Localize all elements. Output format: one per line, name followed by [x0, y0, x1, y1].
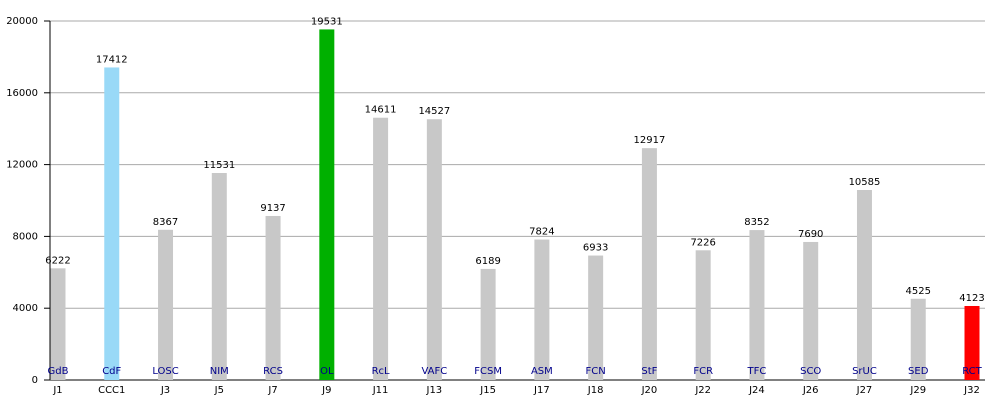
bar	[50, 268, 66, 380]
bar	[695, 250, 711, 380]
x-tick-label: J18	[587, 385, 604, 396]
value-label: 4525	[906, 286, 931, 297]
bar-label: CdF	[102, 366, 121, 377]
value-label: 17412	[96, 54, 128, 65]
bar-label: FCN	[586, 366, 606, 377]
bar-label: ASM	[531, 366, 553, 377]
x-tick-label: J7	[267, 385, 277, 396]
x-tick-label: J13	[426, 385, 443, 396]
bar-label: StF	[641, 366, 657, 377]
value-label: 8367	[153, 217, 178, 228]
bar	[534, 239, 550, 380]
bar	[803, 241, 819, 380]
bar-label: SrUC	[852, 366, 877, 377]
bar-label: NIM	[210, 366, 229, 377]
bar-label: SCO	[800, 366, 821, 377]
value-label: 12917	[634, 135, 666, 146]
x-tick-label: J17	[533, 385, 550, 396]
bar-label: OL	[320, 366, 334, 377]
value-label: 8352	[744, 217, 769, 228]
bar	[158, 229, 174, 380]
y-tick-label: 20000	[6, 16, 38, 27]
bar	[964, 305, 980, 380]
value-label: 7226	[690, 237, 715, 248]
value-label: 14611	[365, 105, 397, 116]
x-tick-label: J29	[909, 385, 926, 396]
bar-label: VAFC	[421, 366, 447, 377]
bar-label: SED	[908, 366, 929, 377]
y-tick-label: 8000	[13, 231, 38, 242]
bar-label: RcL	[372, 366, 390, 377]
value-label: 10585	[849, 177, 881, 188]
bar	[265, 215, 281, 380]
value-label: 11531	[203, 160, 235, 171]
y-tick-label: 16000	[6, 88, 38, 99]
bar	[104, 67, 120, 381]
value-label: 19531	[311, 16, 343, 27]
y-tick-label: 4000	[13, 303, 38, 314]
bar-label: TFC	[747, 366, 767, 377]
bar	[588, 255, 604, 380]
value-label: 6933	[583, 243, 608, 254]
bar	[641, 148, 657, 380]
bar	[480, 268, 496, 380]
x-tick-label: J5	[214, 385, 224, 396]
x-tick-label: J24	[748, 385, 765, 396]
value-label: 14527	[418, 106, 450, 117]
x-tick-label: J1	[52, 385, 62, 396]
value-label: 6189	[475, 256, 500, 267]
bar	[749, 230, 765, 380]
x-tick-label: J27	[856, 385, 873, 396]
bar-label: RCT	[962, 366, 982, 377]
y-tick-label: 12000	[6, 160, 38, 171]
x-tick-label: CCC1	[98, 385, 125, 396]
y-tick-label: 0	[32, 375, 38, 386]
x-tick-label: J20	[641, 385, 658, 396]
value-label: 6222	[45, 255, 70, 266]
bar-label: GdB	[48, 366, 69, 377]
bar	[319, 29, 335, 381]
x-tick-label: J26	[802, 385, 819, 396]
value-label: 4123	[959, 293, 984, 304]
x-tick-label: J11	[372, 385, 389, 396]
x-tick-label: J22	[694, 385, 711, 396]
bar-label: LOSC	[152, 366, 178, 377]
value-label: 7824	[529, 227, 554, 238]
x-tick-label: J9	[321, 385, 331, 396]
value-label: 9137	[260, 203, 285, 214]
x-tick-label: J3	[160, 385, 170, 396]
x-tick-label: J32	[963, 385, 980, 396]
bar-label: RCS	[263, 366, 283, 377]
bar-label: FCR	[693, 366, 713, 377]
bar	[373, 117, 389, 381]
bar	[856, 189, 872, 380]
value-label: 7690	[798, 229, 823, 240]
bar	[211, 173, 227, 380]
bar	[426, 119, 442, 380]
bar	[910, 298, 926, 380]
x-tick-label: J15	[479, 385, 496, 396]
bar-label: FCSM	[474, 366, 502, 377]
